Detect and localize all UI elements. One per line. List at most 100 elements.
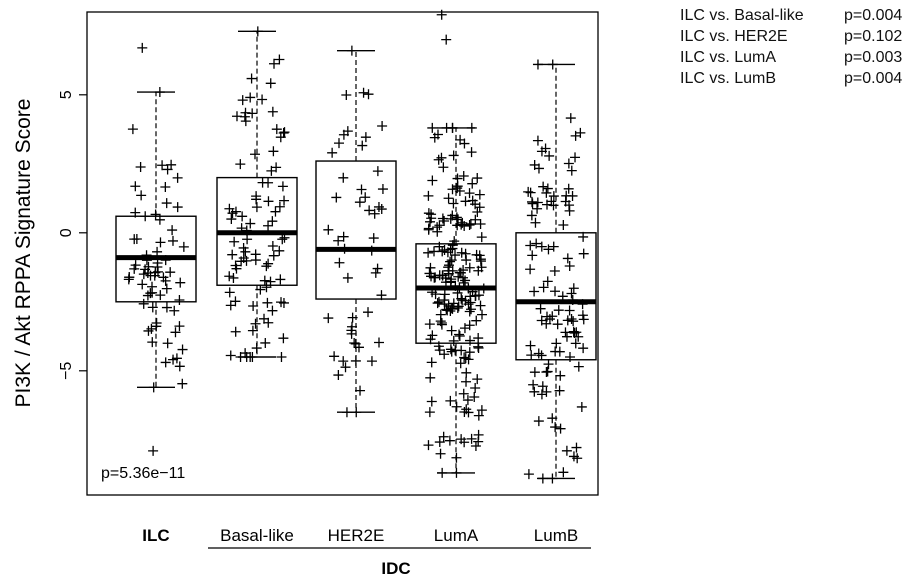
data-point: [246, 73, 257, 84]
data-point: [474, 202, 485, 213]
data-point: [174, 295, 185, 306]
data-point: [274, 201, 285, 212]
data-point: [558, 467, 569, 478]
data-point: [451, 401, 462, 412]
data-point: [525, 340, 536, 351]
data-point: [169, 305, 180, 316]
data-point: [445, 395, 456, 406]
data-point: [338, 231, 349, 242]
data-point: [448, 298, 459, 309]
data-point: [566, 288, 577, 299]
data-point: [329, 351, 340, 362]
data-point: [423, 224, 434, 235]
data-point: [249, 149, 260, 160]
data-point: [460, 248, 471, 259]
data-point: [567, 190, 578, 201]
data-point: [174, 321, 185, 332]
y-tick-label: 0: [58, 228, 75, 237]
data-point: [462, 395, 473, 406]
data-point: [260, 337, 271, 348]
data-point: [463, 299, 474, 310]
data-point: [354, 197, 365, 208]
data-point: [570, 130, 581, 141]
data-point: [224, 203, 235, 214]
data-point: [327, 147, 338, 158]
data-point: [538, 181, 549, 192]
data-point: [461, 367, 472, 378]
data-point: [527, 196, 537, 207]
data-point: [470, 214, 481, 225]
data-point: [475, 254, 486, 265]
data-point: [472, 206, 483, 217]
data-point: [161, 302, 172, 313]
data-point: [245, 92, 256, 103]
data-point: [245, 218, 256, 229]
data-point: [242, 234, 253, 245]
data-point: [267, 305, 278, 316]
data-point: [436, 317, 447, 328]
data-point: [439, 289, 450, 300]
category-label: LumB: [534, 526, 578, 545]
data-point: [143, 325, 154, 336]
data-point: [469, 392, 480, 403]
data-point: [466, 147, 477, 158]
data-point: [161, 198, 172, 209]
data-point: [465, 291, 476, 302]
box-luma: [415, 243, 497, 344]
data-point: [167, 225, 178, 236]
data-point: [130, 181, 141, 192]
data-point: [338, 172, 349, 183]
data-point: [436, 9, 447, 20]
data-point: [162, 338, 173, 349]
data-point: [161, 283, 172, 294]
data-point: [423, 247, 434, 258]
data-point: [565, 113, 576, 124]
data-point: [229, 236, 240, 247]
box-her2e: [315, 160, 397, 300]
data-point: [555, 423, 566, 434]
data-point: [563, 183, 574, 194]
data-point: [552, 319, 563, 330]
data-point: [142, 290, 153, 301]
data-point: [334, 257, 345, 268]
comparison-p-value: p=0.004: [844, 7, 903, 24]
data-point: [167, 235, 178, 246]
data-point: [434, 220, 445, 231]
data-point: [473, 342, 484, 353]
data-point: [451, 212, 462, 223]
data-point: [446, 303, 457, 314]
data-point: [224, 287, 235, 298]
data-point: [137, 279, 148, 290]
data-point: [441, 304, 452, 315]
data-point: [446, 325, 457, 336]
data-point: [542, 183, 553, 194]
data-point: [360, 192, 371, 203]
data-point: [458, 272, 469, 283]
data-point: [265, 78, 276, 89]
data-point: [573, 361, 584, 372]
data-point: [562, 315, 573, 326]
data-point: [564, 305, 575, 316]
pairwise-comparisons: ILC vs. Basal-like p=0.004 ILC vs. HER2E p=…: [680, 5, 902, 89]
data-point: [331, 192, 342, 203]
data-point: [442, 247, 453, 258]
data-point: [366, 356, 377, 367]
data-point: [270, 206, 281, 217]
data-point: [463, 354, 474, 365]
data-point: [434, 437, 445, 448]
data-point: [148, 445, 159, 456]
data-point: [456, 345, 467, 356]
data-point: [433, 296, 444, 307]
data-point: [477, 309, 488, 320]
data-point: [377, 120, 388, 131]
data-point: [263, 220, 274, 231]
data-point: [466, 433, 477, 444]
data-point: [536, 241, 547, 252]
data-point: [241, 255, 252, 266]
data-point: [562, 253, 573, 264]
data-point: [568, 316, 579, 327]
data-point: [263, 317, 274, 328]
data-point: [170, 327, 181, 338]
data-point: [452, 173, 463, 184]
data-point: [527, 250, 538, 261]
